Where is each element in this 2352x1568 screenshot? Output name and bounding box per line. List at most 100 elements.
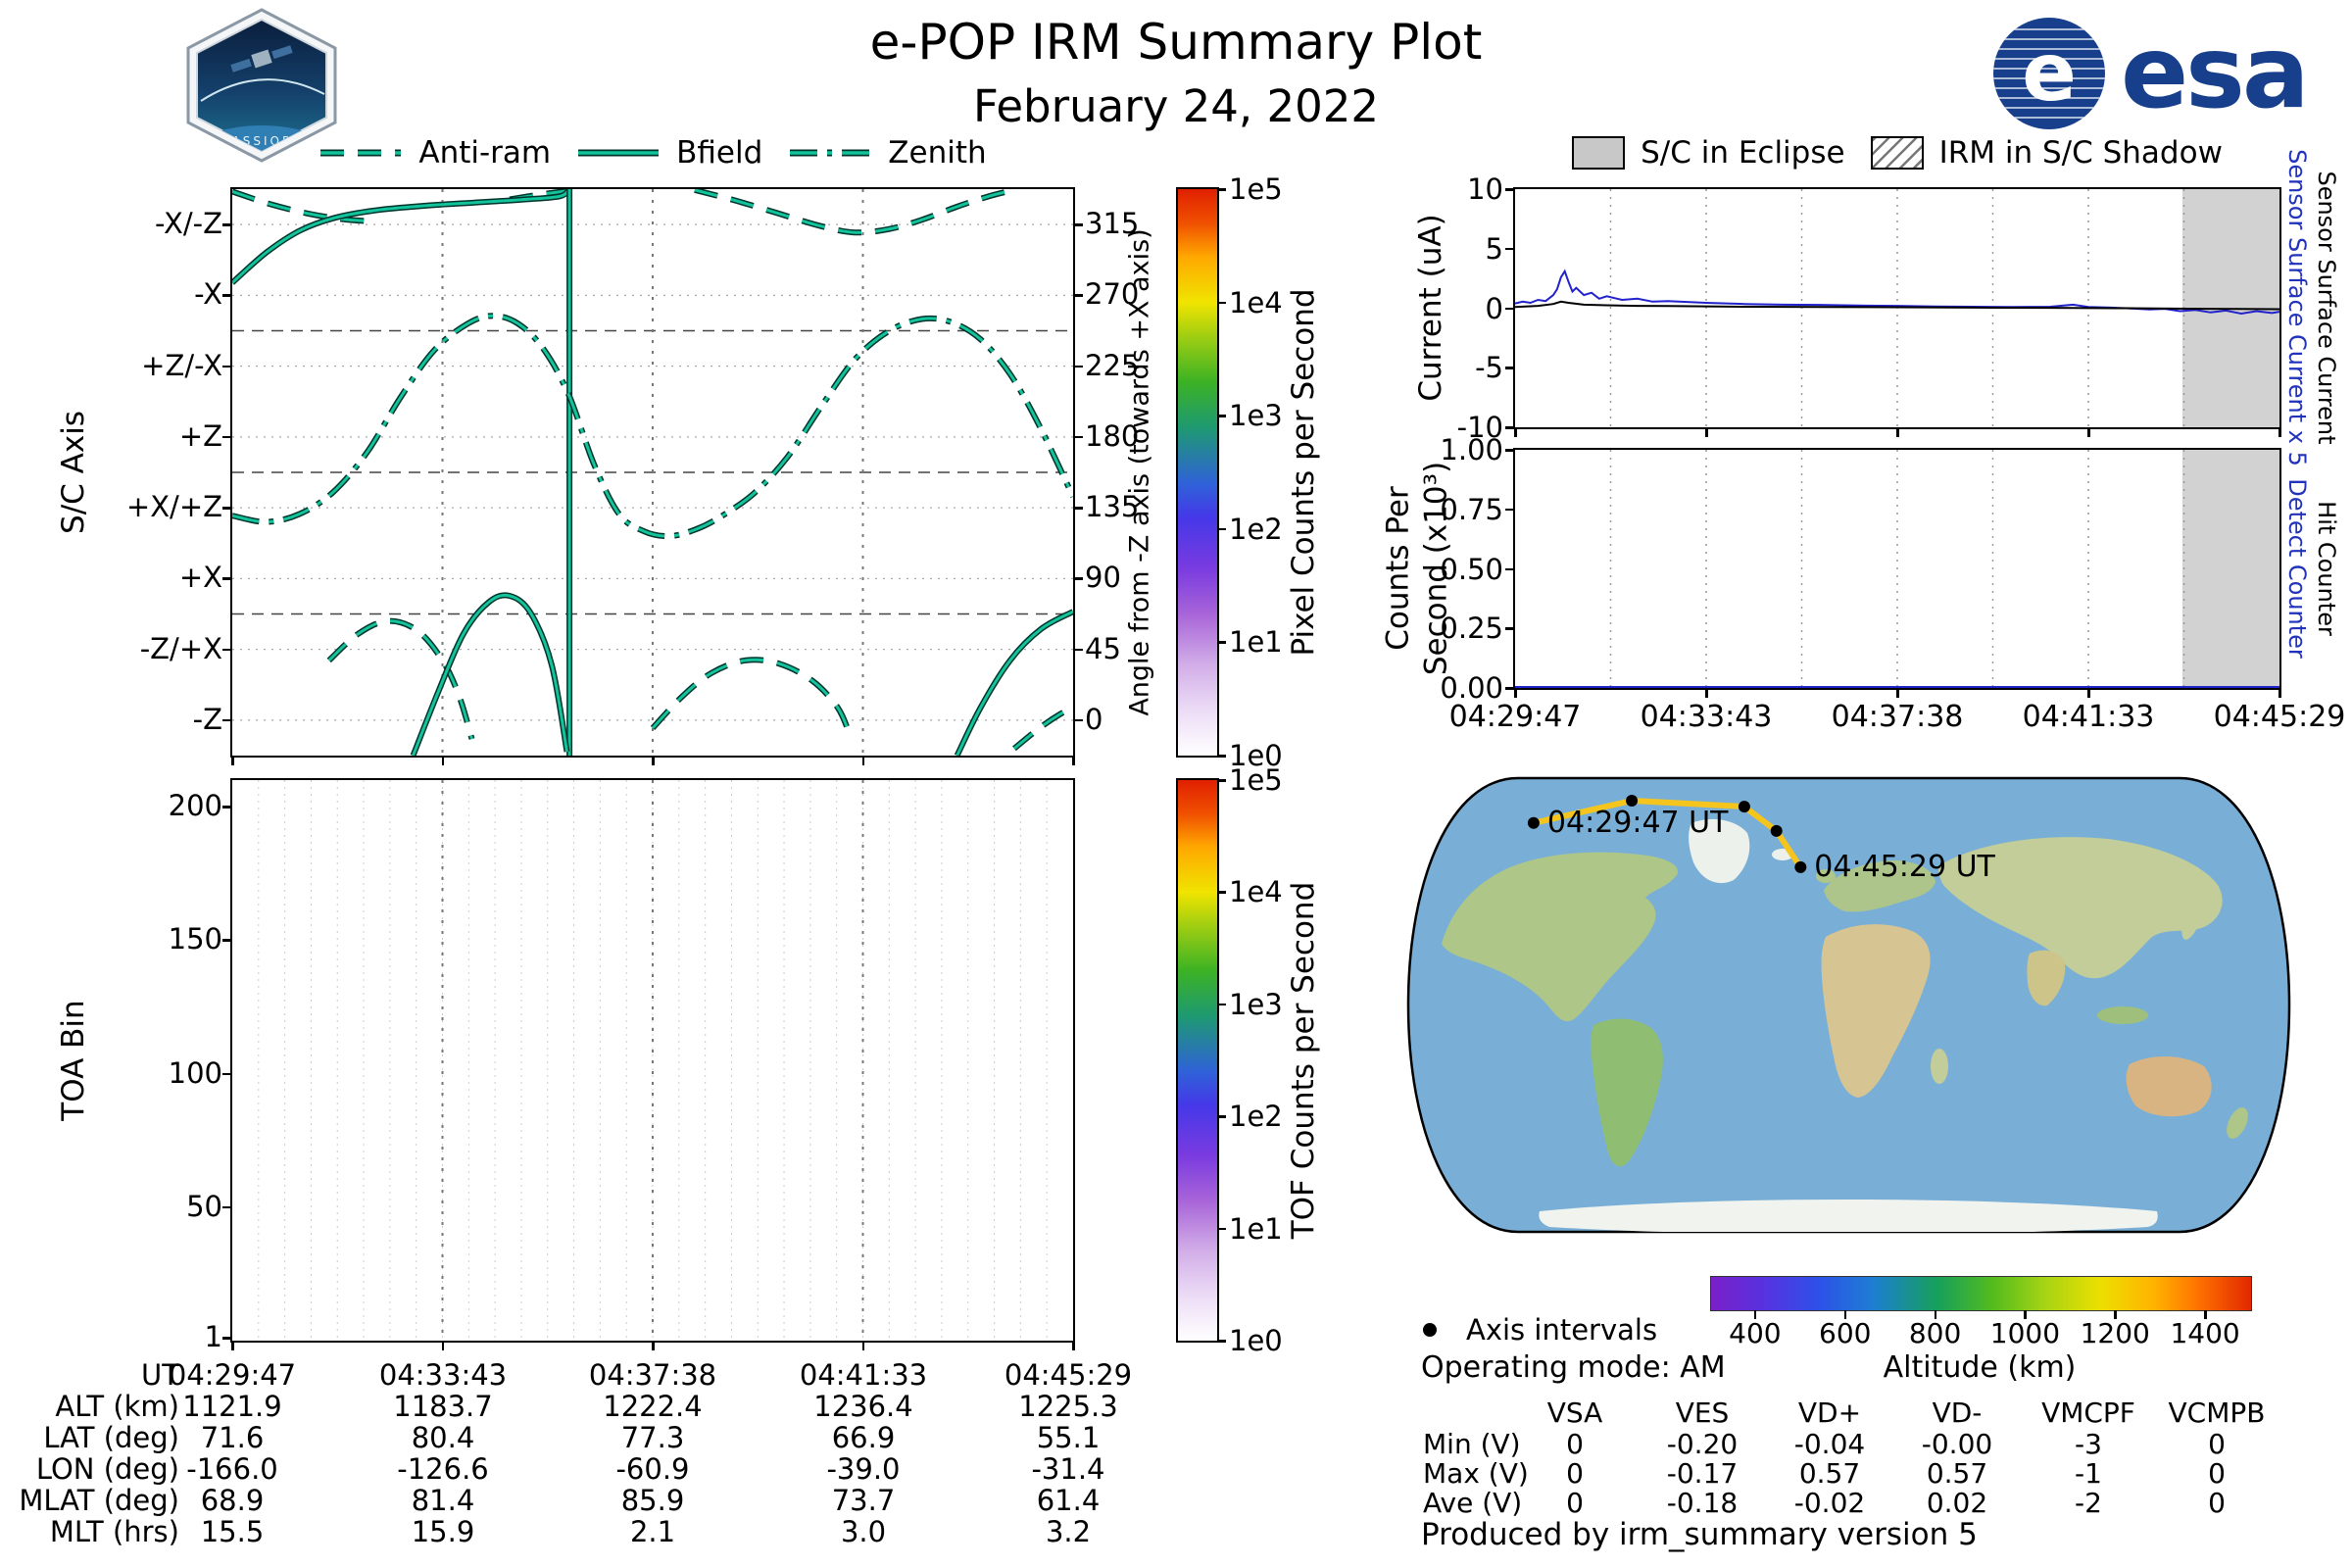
tick-mark: [222, 507, 231, 510]
patch-satellite-icon: [230, 45, 293, 73]
ephemeris-cell: -39.0: [826, 1452, 901, 1486]
pixel-colorbar-tick-mark: [1217, 527, 1226, 531]
tick-mark: [2024, 1310, 2027, 1319]
axis-interval-dot: [1527, 816, 1540, 829]
voltage-cell: 0: [1566, 1428, 1584, 1460]
counts-ytick-label: 0.00: [1440, 671, 1503, 705]
eclipse-legend: S/C in Eclipse IRM in S/C Shadow: [1515, 135, 2279, 171]
tick-mark: [1072, 1342, 1075, 1350]
tick-mark: [222, 435, 231, 439]
ephemeris-cell: 1236.4: [813, 1390, 913, 1423]
sc-axis-ytick-label: -Z: [192, 702, 222, 736]
tick-mark: [1074, 718, 1083, 722]
sc-curve-bfield: [412, 593, 568, 756]
tick-mark: [1896, 689, 1899, 698]
ephemeris-cell: 3.2: [1045, 1515, 1092, 1548]
voltage-row-label: Max (V): [1423, 1457, 1529, 1490]
ephemeris-cell: 04:33:43: [378, 1358, 508, 1392]
greenland: [1689, 818, 1750, 884]
eclipse-region: [2181, 450, 2279, 688]
angle-ytick-label: 45: [1085, 631, 1121, 665]
tick-mark: [222, 718, 231, 722]
tof-colorbar-tick-mark: [1217, 1115, 1226, 1118]
tick-mark: [1896, 428, 1899, 437]
tick-mark: [222, 223, 231, 226]
voltage-cell: 0.02: [1926, 1487, 1988, 1519]
voltage-row-label: Ave (V): [1423, 1487, 1523, 1519]
ephemeris-cell: 04:41:33: [799, 1358, 928, 1392]
counts-ytick-label: 1.00: [1440, 433, 1503, 466]
world-map: [1402, 772, 2295, 1242]
sc-curve-anti-ram: [651, 658, 852, 737]
tick-mark: [441, 1342, 444, 1350]
voltage-cell: -0.04: [1793, 1428, 1866, 1460]
ephemeris-cell: 15.5: [200, 1515, 265, 1548]
tick-mark: [2087, 689, 2090, 698]
axis-interval-dot: [1626, 795, 1639, 807]
altitude-tick-label: 1200: [2080, 1317, 2150, 1349]
tof-colorbar-tick-label: 1e0: [1229, 1324, 1283, 1357]
counts-ytick-label: 0.50: [1440, 552, 1503, 586]
tick-mark: [222, 1072, 231, 1076]
sc-axis-ytick-label: +Z: [178, 418, 222, 453]
tof-colorbar-tick-mark: [1217, 779, 1226, 782]
map-time-label: 04:45:29 UT: [1814, 849, 1995, 884]
altitude-tick-label: 400: [1729, 1317, 1782, 1349]
voltage-cell: -0.02: [1793, 1487, 1866, 1519]
europe: [1824, 860, 1936, 912]
tick-mark: [1505, 627, 1514, 630]
sensor-surface-current-label: Sensor Surface Current: [2313, 171, 2340, 445]
voltage-col-header: VSA: [1546, 1396, 1603, 1429]
current-ytick-label: 10: [1467, 172, 1503, 206]
sc-axis-ytick-label: +X: [178, 561, 222, 595]
axis-interval-dot: [1794, 860, 1807, 873]
sc-curve-bfield: [232, 189, 571, 284]
japan: [2181, 899, 2203, 940]
new-zealand: [2227, 1107, 2248, 1139]
tick-mark: [1505, 247, 1514, 251]
tick-mark: [1934, 1310, 1937, 1319]
tick-mark: [1505, 426, 1514, 429]
produced-by: Produced by irm_summary version 5: [1421, 1517, 1978, 1552]
angle-ytick-label: 0: [1085, 702, 1103, 736]
sc-axis-ytick-label: +X/+Z: [125, 490, 222, 524]
pixel-colorbar-tick-label: 1e2: [1229, 512, 1283, 546]
ephemeris-cell: 1183.7: [393, 1390, 493, 1423]
tof-colorbar-tick-label: 1e2: [1229, 1100, 1283, 1134]
voltage-cell: -0.20: [1666, 1428, 1739, 1460]
pixel-colorbar-tick-mark: [1217, 188, 1226, 191]
toa-ytick-label: 200: [168, 789, 222, 823]
tick-mark: [1505, 449, 1514, 452]
tick-mark: [1514, 428, 1517, 437]
counts-ytick-label: 0.25: [1440, 612, 1503, 646]
pixel-colorbar-tick-label: 1e5: [1229, 172, 1283, 206]
tick-mark: [1074, 648, 1083, 652]
tick-mark: [1705, 428, 1708, 437]
altitude-colorbar: [1710, 1276, 2252, 1311]
voltage-cell: -0.18: [1666, 1487, 1739, 1519]
axis-intervals-label: Axis intervals: [1466, 1313, 1658, 1347]
tof-colorbar-tick-label: 1e4: [1229, 875, 1283, 909]
indonesia: [2097, 1006, 2148, 1024]
axis-interval-dot: [1770, 824, 1783, 837]
tick-mark: [2204, 1310, 2207, 1319]
tick-mark: [1514, 689, 1517, 698]
tick-mark: [222, 939, 231, 942]
voltage-cell: 0: [2208, 1428, 2226, 1460]
esa-wordmark: esa: [2121, 15, 2310, 131]
ephemeris-cell: 73.7: [831, 1484, 896, 1517]
ephemeris-cell: 66.9: [831, 1421, 896, 1454]
voltage-cell: 0: [2208, 1457, 2226, 1490]
dashed-line-sample-icon: [320, 149, 402, 157]
pixel-colorbar-tick-label: 1e0: [1229, 739, 1283, 772]
tick-mark: [231, 757, 234, 765]
toa-bin-ylabel: TOA Bin: [56, 1000, 91, 1121]
tick-mark: [2087, 428, 2090, 437]
time-tick-label: 04:41:33: [2022, 700, 2155, 734]
india: [2027, 950, 2066, 1006]
ephemeris-cell: 61.4: [1036, 1484, 1101, 1517]
shadow-label: IRM in S/C Shadow: [1938, 135, 2223, 171]
hit-counter-label: Hit Counter: [2313, 501, 2340, 636]
altitude-tick-label: 600: [1819, 1317, 1872, 1349]
legend-item-bfield: Bfield: [576, 135, 762, 171]
